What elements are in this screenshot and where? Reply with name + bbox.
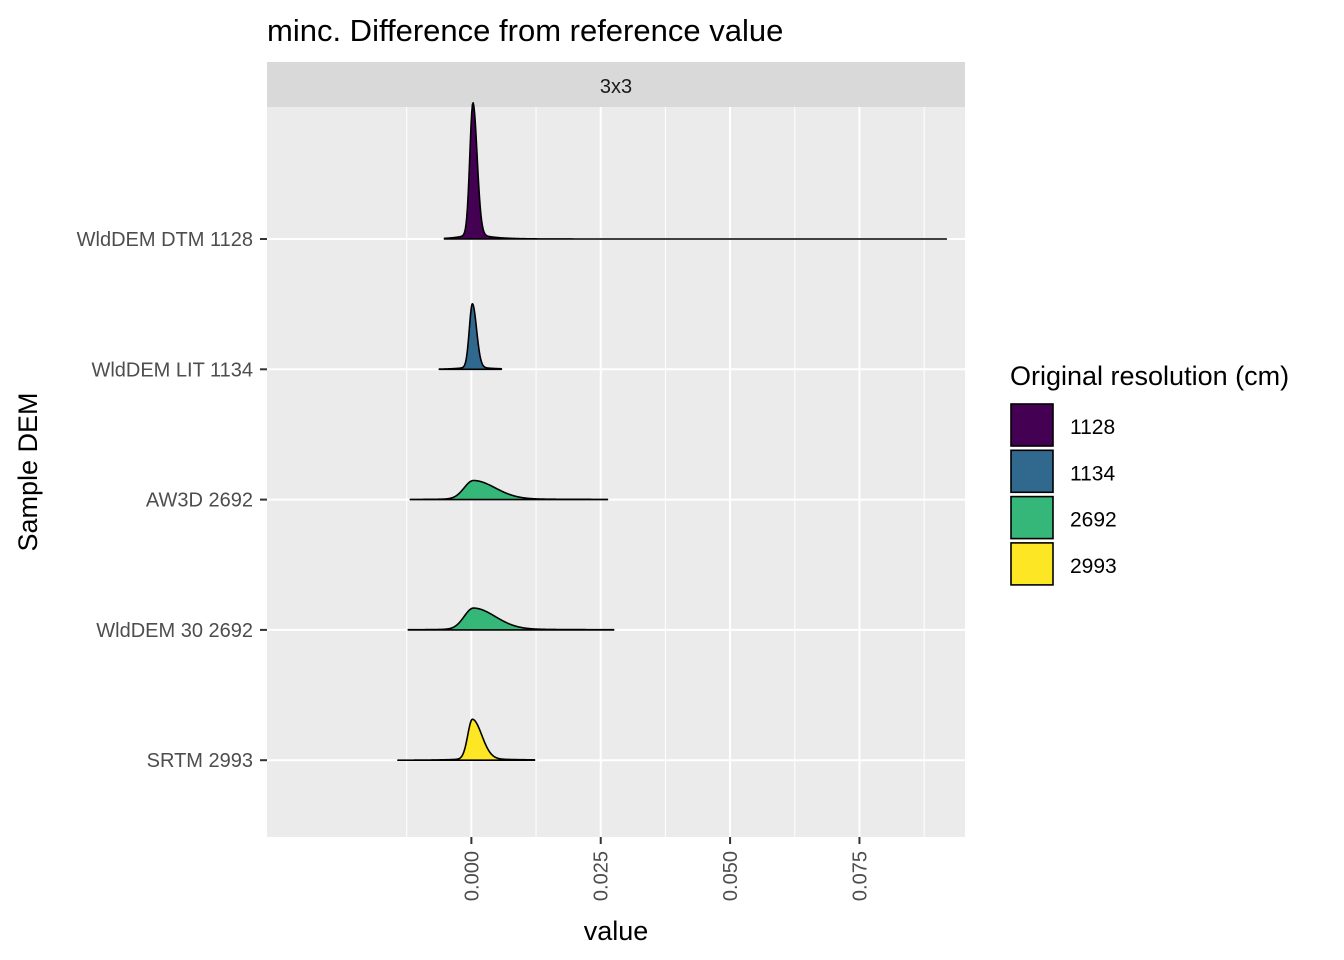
x-axis: 0.000 0.025 0.050 0.075 xyxy=(461,837,871,901)
y-tick-label: WldDEM DTM 1128 xyxy=(77,229,253,251)
legend-label: 2993 xyxy=(1070,555,1117,578)
legend-label: 1134 xyxy=(1070,462,1115,485)
y-axis-title: Sample DEM xyxy=(13,392,43,551)
legend: Original resolution (cm) 1128 1134 2692 299… xyxy=(1010,361,1289,586)
density-ridges xyxy=(397,101,948,761)
legend-key xyxy=(1010,403,1054,447)
x-tick-label: 0.075 xyxy=(849,851,871,901)
y-tick-label: SRTM 2993 xyxy=(147,750,253,772)
y-tick-label: WldDEM LIT 1134 xyxy=(91,359,253,381)
legend-title: Original resolution (cm) xyxy=(1010,361,1289,391)
major-gridlines xyxy=(267,107,965,837)
x-tick-label: 0.050 xyxy=(720,851,742,901)
x-axis-title: value xyxy=(584,916,649,946)
ridge-aw3d-2692 xyxy=(409,479,609,501)
y-axis: WldDEM DTM 1128 WldDEM LIT 1134 AW3D 2692 W… xyxy=(77,229,267,772)
x-tick-label: 0.025 xyxy=(591,851,613,901)
ridge-srtm-2993 xyxy=(397,718,536,761)
legend-label: 2692 xyxy=(1070,509,1117,532)
facet-strip xyxy=(267,62,965,107)
ridge-wlddem-lit-1134 xyxy=(438,302,503,371)
chart-title: minc. Difference from reference value xyxy=(267,13,783,48)
facet-label: 3x3 xyxy=(600,76,632,98)
y-tick-label: AW3D 2692 xyxy=(146,490,253,512)
y-tick-label: WldDEM 30 2692 xyxy=(96,620,253,642)
ridge-wlddem-30-2692 xyxy=(407,607,615,631)
ridge-wlddem-dtm-1128 xyxy=(443,101,948,240)
minor-gridlines xyxy=(406,107,925,837)
legend-key xyxy=(1010,542,1054,586)
x-tick-label: 0.000 xyxy=(461,851,483,901)
plot-panel xyxy=(267,107,965,837)
legend-key xyxy=(1010,495,1054,540)
legend-key xyxy=(1010,449,1054,494)
legend-label: 1128 xyxy=(1070,416,1115,439)
